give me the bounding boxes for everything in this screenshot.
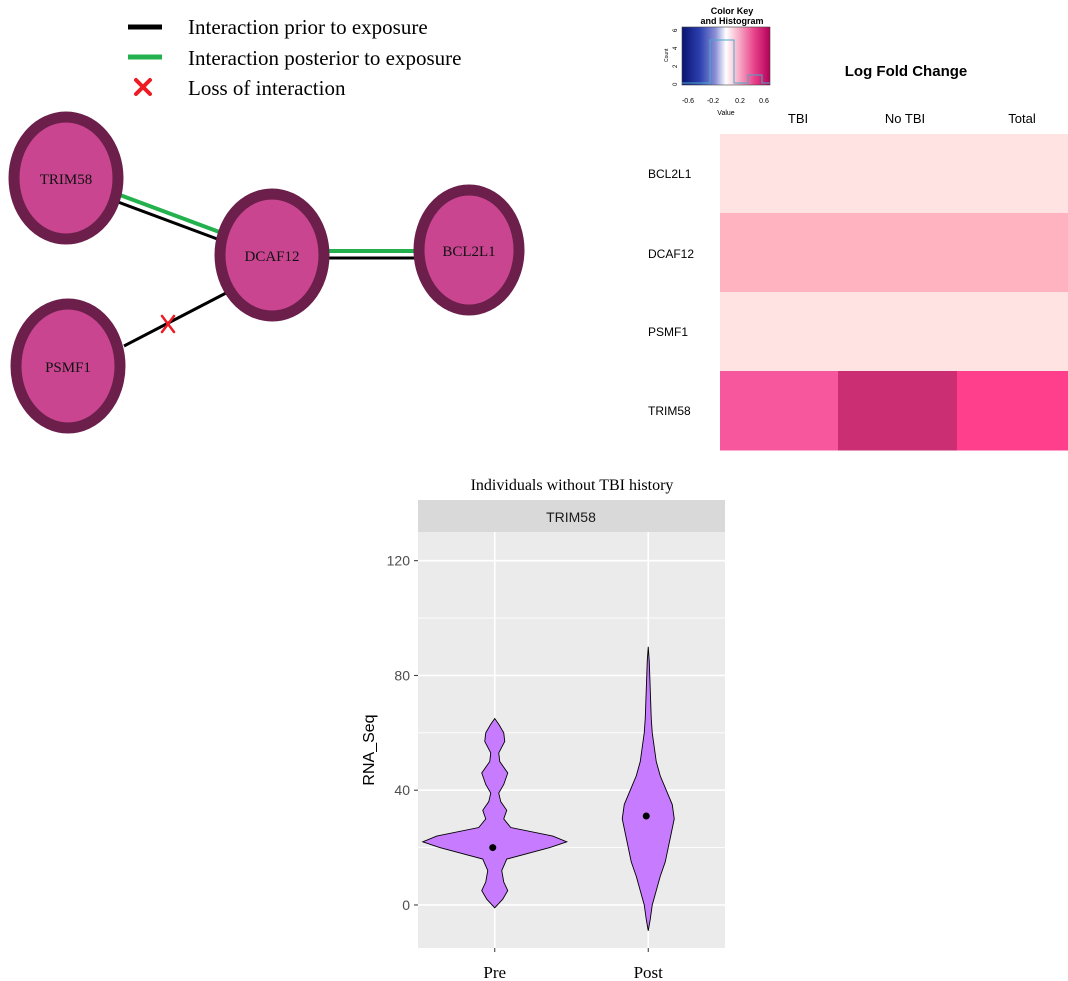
y-axis-label: RNA_Seq — [361, 714, 378, 785]
heatmap-cell — [720, 292, 839, 372]
node-trim58: TRIM58 — [8, 111, 124, 245]
heatmap-cell — [957, 371, 1068, 451]
node-label: PSMF1 — [45, 360, 91, 376]
violins — [421, 646, 675, 931]
loss-cross-icon — [134, 78, 152, 96]
heatmap-cell — [838, 292, 958, 372]
heatmap-cell — [957, 213, 1068, 293]
mean-point-pre — [489, 844, 497, 852]
node-shape — [413, 184, 525, 316]
violin-pre — [421, 717, 569, 909]
y-tick-label: 120 — [387, 553, 411, 569]
heatmap-title: Log Fold Change — [845, 63, 967, 80]
color-key-gradient — [681, 26, 771, 86]
x-axis-ticks: Pre Post — [483, 948, 663, 981]
y-axis-ticks: 0 40 80 120 — [387, 553, 418, 913]
color-key-title: Color Key — [711, 6, 754, 16]
edge-psmf1-dcaf12 — [123, 290, 229, 348]
legend-label-loss: Loss of interaction — [188, 76, 346, 100]
violin-post — [621, 646, 675, 931]
color-key-x-label: Value — [717, 110, 734, 117]
heatmap-cells — [720, 134, 1068, 451]
heatmap-cell — [838, 371, 958, 451]
edge-prior-line — [117, 200, 221, 242]
legend-item-loss: Loss of interaction — [134, 76, 346, 100]
row-label-bcl2l1: BCL2L1 — [648, 167, 692, 181]
interaction-legend: Interaction prior to exposure Interactio… — [128, 15, 462, 100]
node-label: DCAF12 — [244, 249, 299, 265]
heatmap-cell — [720, 371, 839, 451]
row-label-trim58: TRIM58 — [648, 404, 691, 418]
heatmap-cell — [957, 292, 1068, 372]
node-dcaf12: DCAF12 — [214, 188, 330, 322]
legend-label-posterior: Interaction posterior to exposure — [188, 46, 462, 70]
row-label-psmf1: PSMF1 — [648, 325, 688, 339]
edge-prior-line — [123, 290, 229, 348]
mean-point-post — [642, 812, 650, 820]
heatmap-row-labels: BCL2L1 DCAF12 PSMF1 TRIM58 — [648, 167, 694, 418]
heatmap-cell — [957, 134, 1068, 214]
heatmap-cell — [838, 134, 958, 214]
loss-cross-icon — [160, 314, 176, 334]
color-key-x-ticks: -0.6 -0.2 0.2 0.6 — [682, 98, 769, 105]
color-key-x-tick: 0.2 — [735, 98, 745, 105]
legend-label-prior: Interaction prior to exposure — [188, 15, 428, 39]
violin-plot: Individuals without TBI history TRIM58 0… — [361, 477, 725, 981]
color-key-x-tick: -0.2 — [707, 98, 719, 105]
plot-title: Individuals without TBI history — [471, 477, 674, 494]
row-label-dcaf12: DCAF12 — [648, 247, 694, 261]
interaction-network: TRIM58 DCAF12 BCL2L1 PSMF1 — [8, 111, 525, 434]
node-label: BCL2L1 — [442, 244, 495, 260]
x-tick-label: Pre — [483, 963, 506, 981]
legend-item-posterior: Interaction posterior to exposure — [128, 46, 462, 70]
color-key-x-tick: 0.6 — [759, 98, 769, 105]
node-bcl2l1: BCL2L1 — [413, 184, 525, 316]
legend-item-prior: Interaction prior to exposure — [128, 15, 428, 39]
heatmap-cell — [720, 213, 839, 293]
column-label-total: Total — [1008, 111, 1036, 126]
node-shape — [8, 111, 124, 245]
edge-dcaf12-bcl2l1 — [326, 249, 420, 260]
color-key-histogram — [682, 39, 770, 84]
node-shape — [214, 188, 330, 322]
color-key: Color Key and Histogram Count 0 2 — [664, 6, 771, 117]
color-key-y-tick: 4 — [673, 46, 679, 50]
plot-panel — [418, 532, 725, 948]
color-key-x-tick: -0.6 — [682, 98, 694, 105]
facet-label: TRIM58 — [546, 509, 596, 525]
color-key-subtitle: and Histogram — [700, 16, 763, 26]
color-key-y-label: Count — [664, 48, 670, 62]
node-shape — [10, 298, 126, 434]
y-tick-label: 0 — [402, 897, 410, 913]
color-key-y-tick: 6 — [673, 28, 679, 32]
log-fold-change-heatmap: Color Key and Histogram Count 0 2 — [648, 6, 1068, 451]
column-label-no-tbi: No TBI — [885, 111, 925, 126]
edge-posterior-line — [119, 193, 223, 235]
edge-trim58-dcaf12 — [117, 193, 223, 242]
heatmap-cell — [838, 213, 958, 293]
node-label: TRIM58 — [40, 172, 93, 188]
column-label-tbi: TBI — [788, 111, 808, 126]
facet-strip — [418, 500, 725, 532]
heatmap-column-labels: TBI No TBI Total — [788, 111, 1036, 126]
color-key-y-tick: 2 — [673, 64, 679, 68]
y-tick-label: 40 — [394, 782, 410, 798]
y-tick-label: 80 — [394, 667, 410, 683]
x-tick-label: Post — [634, 963, 664, 981]
node-psmf1: PSMF1 — [10, 298, 126, 434]
color-key-y-ticks: 0 2 4 6 — [673, 28, 679, 86]
color-key-y-tick: 0 — [673, 82, 679, 86]
heatmap-cell — [720, 134, 839, 214]
